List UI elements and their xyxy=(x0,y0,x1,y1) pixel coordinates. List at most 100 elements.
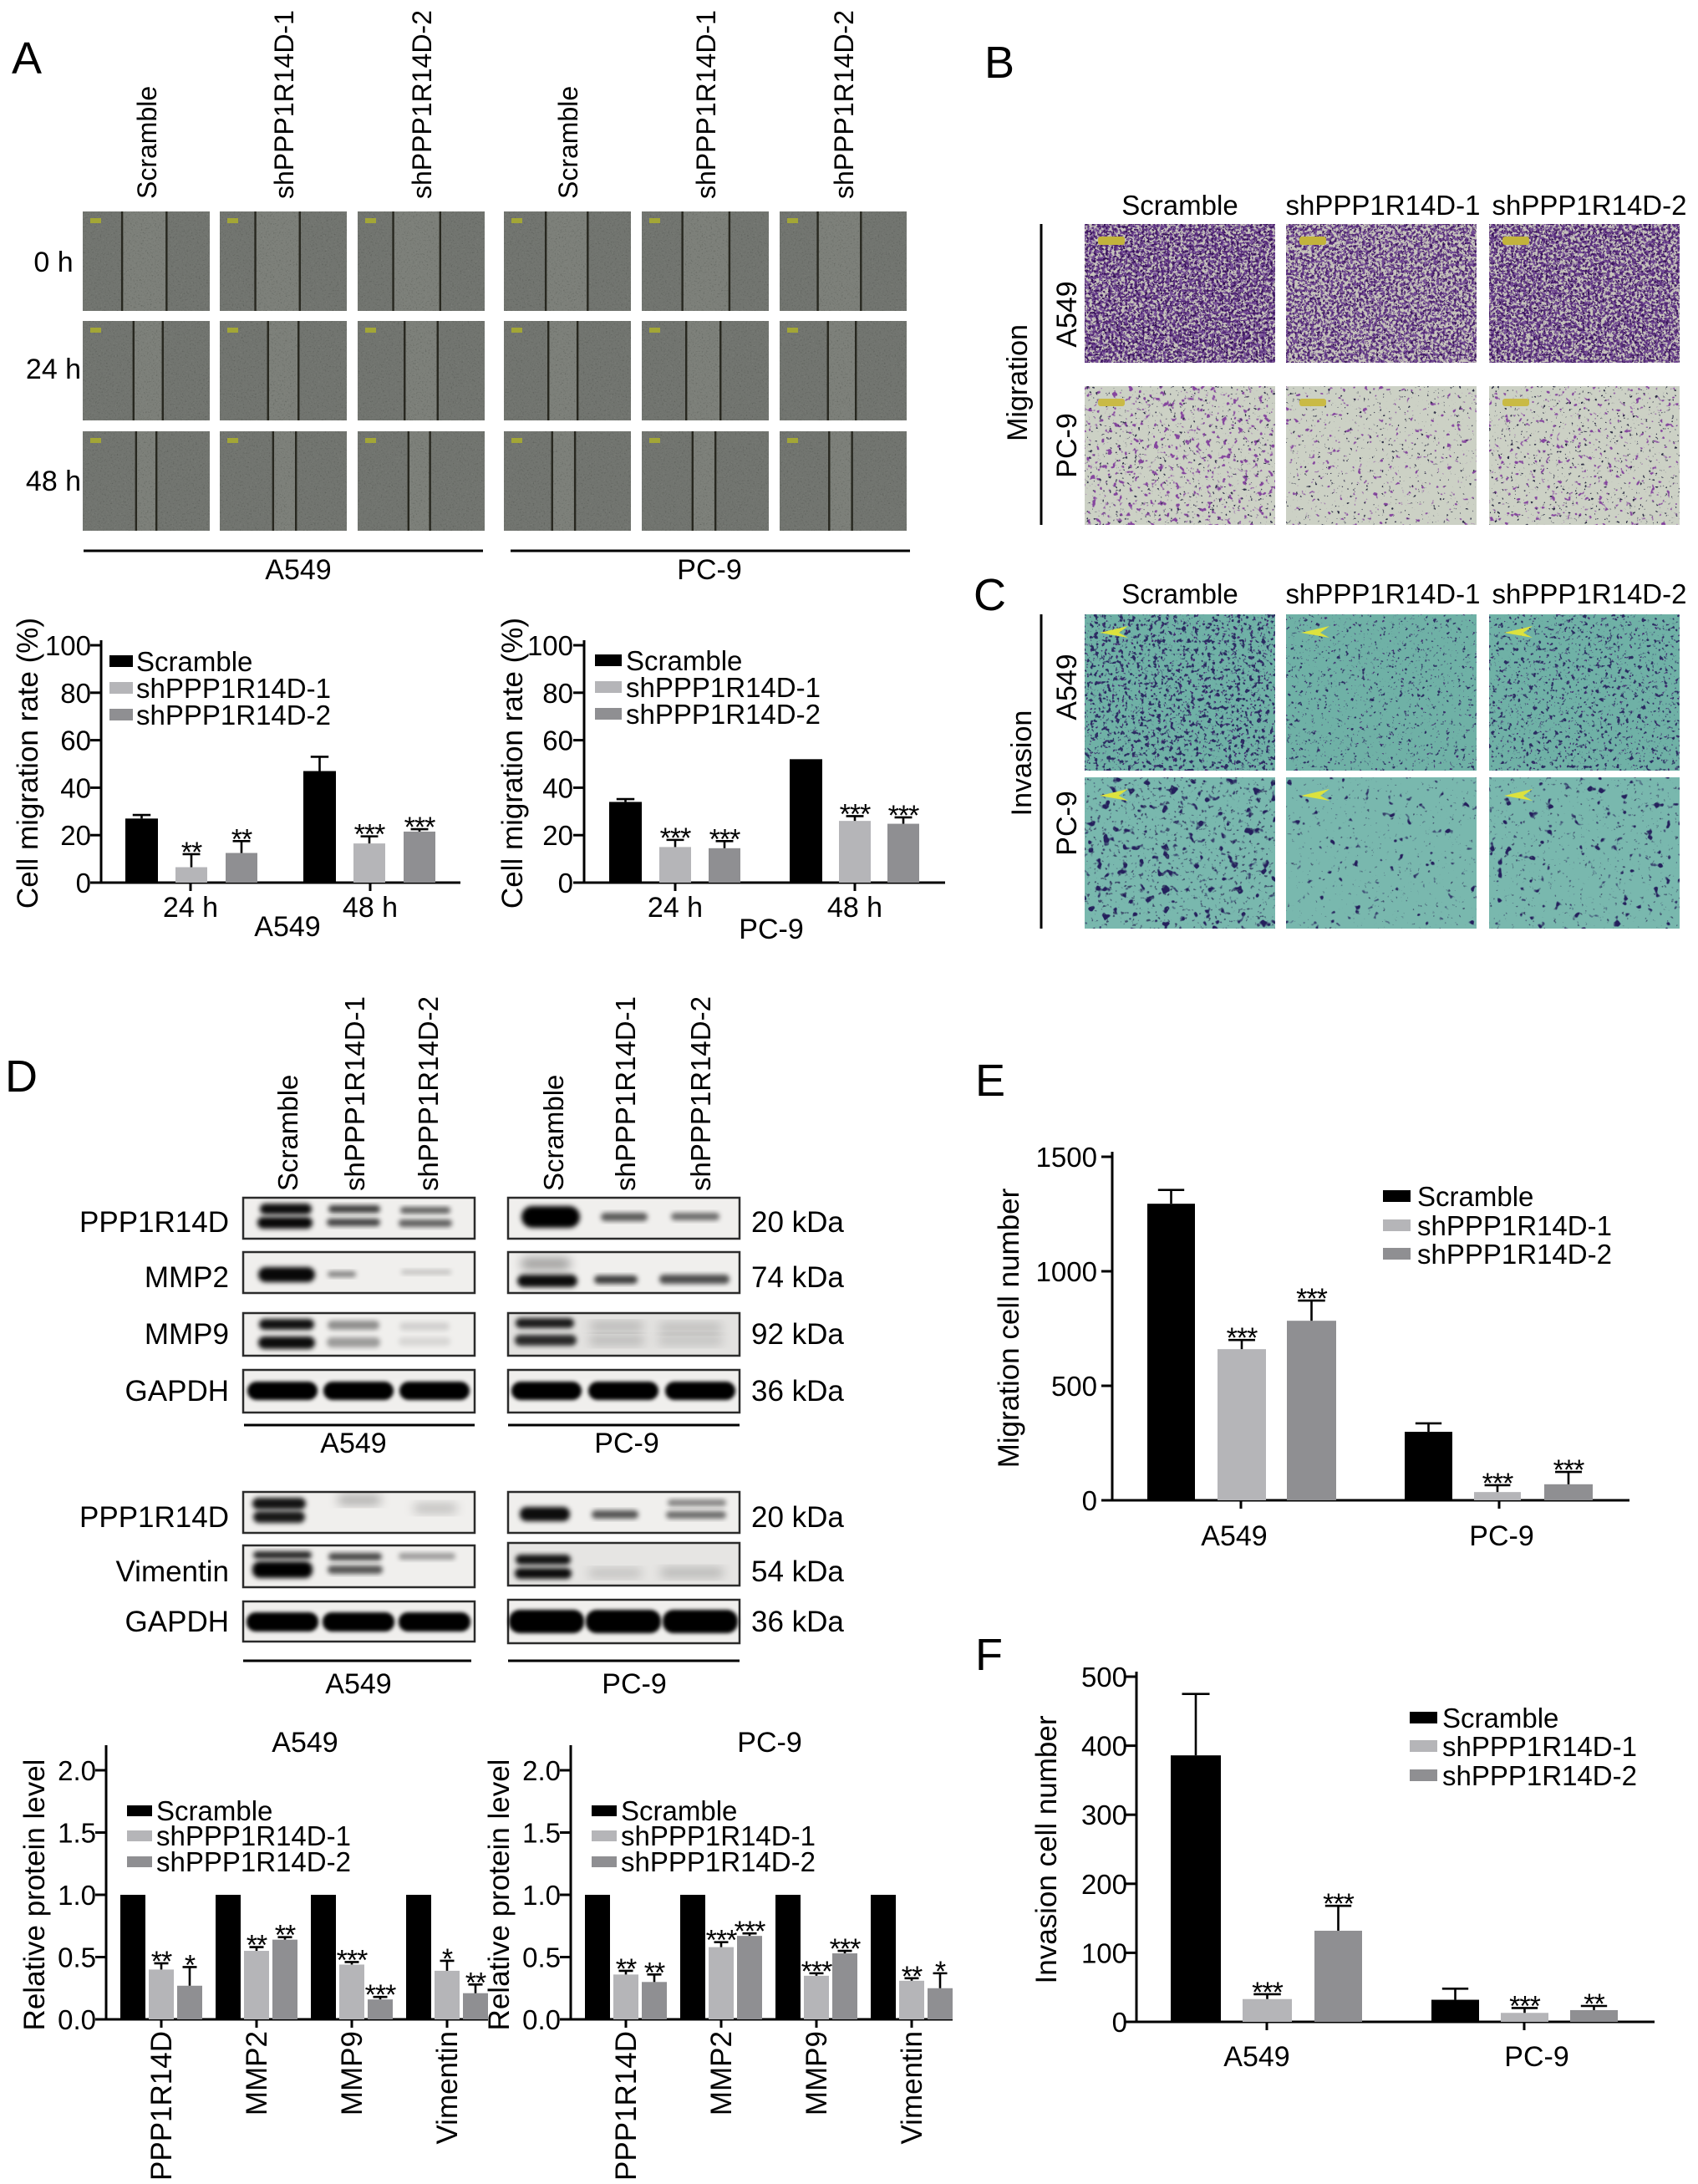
svg-text:***: *** xyxy=(354,819,385,851)
svg-text:shPPP1R14D-2: shPPP1R14D-2 xyxy=(156,1846,351,1877)
svg-text:MMP2: MMP2 xyxy=(145,1261,229,1294)
svg-text:**: ** xyxy=(644,1957,665,1988)
svg-text:shPPP1R14D-2: shPPP1R14D-2 xyxy=(136,700,331,731)
svg-text:0: 0 xyxy=(1082,1485,1097,1516)
svg-text:***: *** xyxy=(404,812,435,843)
svg-text:**: ** xyxy=(1584,1988,1604,2020)
svg-text:shPPP1R14D-2: shPPP1R14D-2 xyxy=(413,996,444,1191)
svg-text:PC-9: PC-9 xyxy=(1051,413,1083,477)
svg-text:A: A xyxy=(12,33,42,84)
svg-text:0.0: 0.0 xyxy=(58,2004,96,2035)
svg-text:C: C xyxy=(974,570,1006,620)
svg-text:*: * xyxy=(935,1956,946,1988)
svg-text:MMP2: MMP2 xyxy=(241,2031,273,2115)
svg-text:shPPP1R14D-1: shPPP1R14D-1 xyxy=(610,996,641,1191)
svg-text:shPPP1R14D-2: shPPP1R14D-2 xyxy=(1417,1239,1612,1270)
svg-text:A549: A549 xyxy=(265,554,331,586)
svg-text:shPPP1R14D-1: shPPP1R14D-1 xyxy=(1417,1210,1612,1241)
svg-text:Scramble: Scramble xyxy=(132,86,162,199)
svg-text:shPPP1R14D-1: shPPP1R14D-1 xyxy=(1286,578,1481,609)
svg-text:92 kDa: 92 kDa xyxy=(751,1318,844,1351)
svg-text:**: ** xyxy=(465,1967,486,1998)
svg-text:shPPP1R14D-2: shPPP1R14D-2 xyxy=(1492,578,1687,609)
svg-text:0: 0 xyxy=(558,868,573,899)
svg-text:36 kDa: 36 kDa xyxy=(751,1606,844,1638)
svg-text:shPPP1R14D-1: shPPP1R14D-1 xyxy=(339,996,370,1191)
svg-text:***: *** xyxy=(709,823,740,855)
svg-text:A549: A549 xyxy=(325,1668,391,1700)
svg-text:Scramble: Scramble xyxy=(1121,578,1238,609)
svg-text:1.0: 1.0 xyxy=(58,1880,96,1911)
svg-text:E: E xyxy=(975,1056,1005,1106)
svg-text:shPPP1R14D-2: shPPP1R14D-2 xyxy=(1442,1760,1637,1791)
svg-text:20 kDa: 20 kDa xyxy=(751,1501,844,1534)
svg-text:B: B xyxy=(984,38,1014,88)
svg-text:MMP9: MMP9 xyxy=(801,2031,833,2115)
svg-text:A549: A549 xyxy=(320,1428,386,1459)
svg-text:shPPP1R14D-1: shPPP1R14D-1 xyxy=(136,673,331,704)
svg-text:***: *** xyxy=(735,1916,765,1947)
svg-text:**: ** xyxy=(151,1946,172,1978)
svg-text:**: ** xyxy=(247,1930,267,1962)
svg-text:***: *** xyxy=(660,822,691,854)
svg-text:1.5: 1.5 xyxy=(522,1818,561,1849)
svg-text:shPPP1R14D-2: shPPP1R14D-2 xyxy=(621,1846,816,1877)
svg-text:40: 40 xyxy=(542,772,573,803)
svg-text:200: 200 xyxy=(1081,1869,1127,1900)
svg-text:***: *** xyxy=(840,798,871,830)
svg-text:PPP1R14D: PPP1R14D xyxy=(79,1501,229,1534)
svg-text:PC-9: PC-9 xyxy=(739,914,803,945)
svg-text:GAPDH: GAPDH xyxy=(125,1375,229,1408)
svg-text:shPPP1R14D-2: shPPP1R14D-2 xyxy=(685,996,716,1191)
svg-text:24 h: 24 h xyxy=(163,892,218,924)
svg-text:0: 0 xyxy=(76,868,91,899)
svg-text:Scramble: Scramble xyxy=(553,86,583,199)
svg-text:PC-9: PC-9 xyxy=(1051,791,1083,855)
svg-text:60: 60 xyxy=(542,725,573,756)
svg-text:**: ** xyxy=(231,823,252,855)
svg-text:***: *** xyxy=(1509,1990,1540,2022)
svg-text:0.5: 0.5 xyxy=(58,1942,96,1973)
svg-text:Migration cell number: Migration cell number xyxy=(993,1188,1025,1468)
svg-text:1000: 1000 xyxy=(1036,1256,1097,1287)
svg-text:A549: A549 xyxy=(254,911,320,943)
svg-text:MMP2: MMP2 xyxy=(705,2031,738,2115)
svg-text:PC-9: PC-9 xyxy=(1469,1520,1533,1552)
svg-text:24 h: 24 h xyxy=(26,354,81,385)
svg-text:PPP1R14D: PPP1R14D xyxy=(145,2031,178,2180)
svg-text:Migration: Migration xyxy=(1002,324,1034,441)
svg-text:Vimentin: Vimentin xyxy=(115,1555,229,1588)
svg-text:shPPP1R14D-1: shPPP1R14D-1 xyxy=(156,1820,351,1851)
svg-text:A549: A549 xyxy=(1051,281,1083,347)
svg-text:**: ** xyxy=(616,1953,637,1985)
svg-text:Cell migration rate (%): Cell migration rate (%) xyxy=(12,618,44,909)
svg-text:100: 100 xyxy=(527,630,573,661)
svg-text:shPPP1R14D-1: shPPP1R14D-1 xyxy=(691,10,721,199)
svg-text:***: *** xyxy=(1296,1283,1327,1315)
svg-text:***: *** xyxy=(706,1925,737,1957)
svg-text:74 kDa: 74 kDa xyxy=(751,1261,844,1294)
svg-text:54 kDa: 54 kDa xyxy=(751,1555,844,1588)
svg-text:PC-9: PC-9 xyxy=(1504,2041,1568,2073)
svg-text:Vimentin: Vimentin xyxy=(431,2031,464,2145)
svg-text:***: *** xyxy=(1482,1468,1513,1499)
svg-text:100: 100 xyxy=(45,630,91,661)
svg-text:36 kDa: 36 kDa xyxy=(751,1375,844,1408)
svg-text:A549: A549 xyxy=(1051,654,1083,720)
svg-text:40: 40 xyxy=(60,772,91,803)
svg-text:PC-9: PC-9 xyxy=(602,1668,666,1700)
svg-text:500: 500 xyxy=(1051,1371,1097,1402)
svg-text:Scramble: Scramble xyxy=(136,646,252,677)
svg-text:2.0: 2.0 xyxy=(58,1755,96,1786)
svg-text:1.0: 1.0 xyxy=(522,1880,561,1911)
svg-text:*: * xyxy=(185,1949,196,1981)
svg-text:Scramble: Scramble xyxy=(156,1795,272,1826)
svg-text:***: *** xyxy=(365,1979,396,2011)
svg-text:Scramble: Scramble xyxy=(621,1795,737,1826)
svg-text:Scramble: Scramble xyxy=(272,1075,303,1191)
svg-text:shPPP1R14D-1: shPPP1R14D-1 xyxy=(626,672,821,703)
svg-text:**: ** xyxy=(275,1920,296,1952)
svg-text:GAPDH: GAPDH xyxy=(125,1606,229,1638)
svg-text:Scramble: Scramble xyxy=(538,1075,569,1191)
svg-text:0.5: 0.5 xyxy=(522,1942,561,1973)
